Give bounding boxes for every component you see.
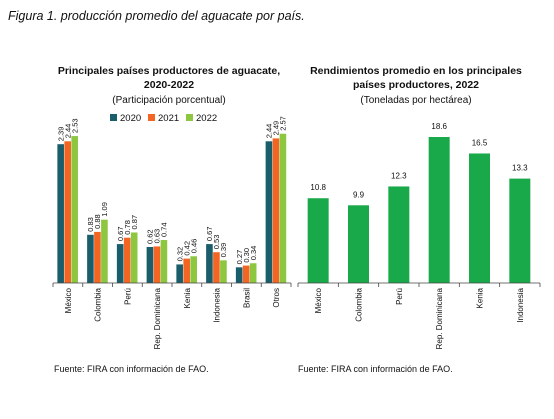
bar-2021-7 [272, 138, 280, 283]
data-label-2020-1: 0.83 [86, 217, 95, 232]
x-tick-label-6: Brasil [242, 288, 251, 308]
chart2-title-line2: países productores, 2022 [353, 79, 479, 91]
bar-2020-4 [176, 264, 183, 283]
x2-tick-label-4: Kenia [476, 287, 485, 308]
bar-2022-2 [130, 232, 138, 283]
x-tick-label-0: México [64, 287, 73, 313]
bar-2021-0 [64, 141, 71, 283]
chart1-subtitle: (Participación porcentual) [112, 95, 225, 106]
bar-2020-6 [235, 267, 243, 283]
bar-2021-5 [213, 252, 220, 283]
bar2-0 [307, 198, 329, 283]
bar-2020-1 [87, 234, 94, 283]
bar-2020-0 [57, 144, 64, 283]
data-label-2021-3: 0.63 [153, 229, 162, 244]
data-label-2021-7: 2.49 [272, 121, 281, 136]
bar-2020-5 [206, 244, 213, 283]
x2-tick-label-0: México [314, 287, 323, 313]
chart2-title-line1: Rendimientos promedio en los principales [310, 65, 522, 77]
bar-2022-3 [160, 240, 168, 283]
data-label-2020-5: 0.67 [205, 226, 214, 241]
bar-2021-6 [242, 265, 250, 283]
bar-2021-3 [153, 246, 161, 283]
bar2-data-label-0: 10.8 [310, 183, 326, 192]
bar-2022-1 [101, 219, 108, 283]
data-label-2020-2: 0.67 [116, 226, 125, 241]
x-tick-label-3: Rep. Dominicana [153, 287, 162, 349]
chart1-source: Fuente: FIRA con información de FAO. [54, 364, 209, 374]
x2-tick-label-1: Colombia [355, 287, 364, 321]
data-label-2022-3: 0.74 [160, 222, 169, 237]
chart1-title-line1: Principales países productores de aguaca… [58, 65, 280, 77]
bar-2021-2 [123, 237, 131, 283]
x2-tick-label-5: Indonesia [516, 287, 525, 322]
bar-2020-2 [116, 244, 124, 283]
bar2-data-label-5: 13.3 [512, 164, 528, 173]
data-label-2020-6: 0.27 [235, 250, 244, 265]
bar-2020-7 [265, 141, 273, 283]
chart2-source: Fuente: FIRA con información de FAO. [298, 364, 453, 374]
bar-2021-1 [94, 231, 101, 283]
bar2-data-label-3: 18.6 [431, 122, 447, 131]
data-label-2020-3: 0.62 [146, 229, 155, 244]
data-label-2021-0: 2.44 [63, 124, 72, 139]
data-label-2021-1: 0.88 [93, 214, 102, 229]
bar-2021-4 [183, 258, 190, 283]
bar-2022-7 [279, 133, 287, 283]
chart2-subtitle: (Toneladas por hectárea) [360, 95, 471, 106]
data-label-2022-0: 2.53 [70, 118, 79, 133]
bar2-2 [388, 186, 410, 283]
bar-2022-4 [190, 256, 197, 283]
data-label-2022-4: 0.46 [189, 239, 198, 254]
data-label-2022-1: 1.09 [100, 202, 109, 217]
data-label-2021-2: 0.78 [123, 220, 132, 235]
bar2-1 [348, 205, 369, 283]
bar-2022-5 [220, 260, 227, 283]
data-label-2021-6: 0.30 [242, 248, 251, 263]
data-label-2022-7: 2.57 [279, 116, 288, 131]
legend-label-2021: 2021 [158, 113, 179, 124]
bar2-4 [469, 153, 490, 283]
data-label-2022-6: 0.34 [249, 246, 258, 261]
data-label-2020-0: 2.39 [56, 127, 65, 142]
data-label-2022-2: 0.87 [130, 215, 139, 230]
data-label-2020-4: 0.32 [175, 247, 184, 262]
bar-2020-3 [146, 246, 154, 283]
x-tick-label-7: Otros [272, 288, 281, 308]
data-label-2021-4: 0.42 [182, 241, 191, 256]
x2-tick-label-2: Perú [395, 288, 404, 305]
legend-swatch-2021 [148, 114, 155, 121]
data-label-2022-5: 0.39 [219, 243, 228, 258]
bar2-data-label-2: 12.3 [391, 171, 407, 180]
x2-tick-label-3: Rep. Dominicana [435, 287, 444, 349]
legend-swatch-2022 [186, 114, 193, 121]
figure-caption: Figura 1. producción promedio del aguaca… [8, 9, 305, 23]
legend-label-2020: 2020 [120, 113, 141, 124]
chart1-title-line2: 2020-2022 [144, 79, 194, 91]
bar2-data-label-1: 9.9 [353, 190, 365, 199]
legend-label-2022: 2022 [196, 113, 217, 124]
bar-2022-0 [71, 136, 78, 283]
data-label-2021-5: 0.53 [212, 235, 221, 250]
bar2-data-label-4: 16.5 [472, 138, 488, 147]
x-tick-label-5: Indonesia [213, 287, 222, 322]
x-tick-label-2: Perú [123, 288, 132, 305]
data-label-2020-7: 2.44 [265, 124, 274, 139]
bar2-3 [428, 137, 450, 283]
bar2-5 [509, 178, 531, 283]
x-tick-label-1: Colombia [94, 287, 103, 321]
x-tick-label-4: Kenia [183, 287, 192, 308]
legend-swatch-2020 [110, 114, 117, 121]
bar-2022-6 [249, 263, 257, 283]
